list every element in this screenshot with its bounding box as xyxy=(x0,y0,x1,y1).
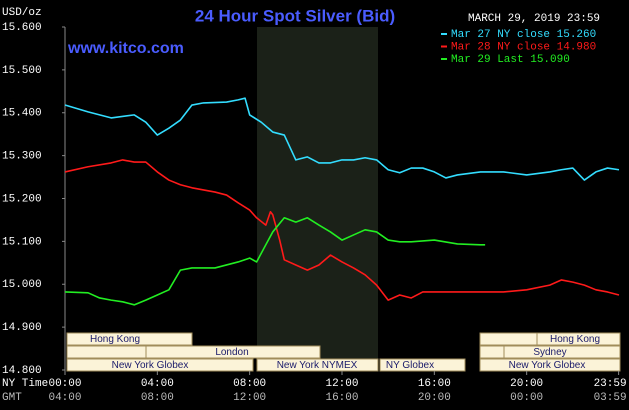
session-label: Hong Kong xyxy=(550,334,600,345)
series-line xyxy=(64,97,620,181)
x2-row-label: GMT xyxy=(2,392,22,404)
x2-tick-label: 12:00 xyxy=(233,392,266,404)
y-tick-label: 15.600 xyxy=(2,22,42,34)
y-tick-label: 15.100 xyxy=(2,236,42,248)
session-box xyxy=(379,358,466,372)
x2-tick-label: 16:00 xyxy=(325,392,358,404)
y-tick-label: 14.800 xyxy=(2,365,42,377)
y-tick-label: 14.900 xyxy=(2,322,42,334)
session-label: NY Globex xyxy=(386,360,434,371)
x2-tick-label: 04:00 xyxy=(48,392,81,404)
y-tick-label: 15.300 xyxy=(2,151,42,163)
y-tick-label: 15.200 xyxy=(2,193,42,205)
legend-label: Mar 29 Last 15.090 xyxy=(451,54,570,66)
legend-label: Mar 27 NY close 15.260 xyxy=(451,29,596,41)
source-link: www.kitco.com xyxy=(67,40,184,57)
x-tick-label: 20:00 xyxy=(510,378,543,390)
session-label: Hong Kong xyxy=(90,334,140,345)
y-tick-label: 15.400 xyxy=(2,108,42,120)
session-box xyxy=(66,358,254,372)
x2-tick-label: 20:00 xyxy=(418,392,451,404)
timestamp: MARCH 29, 2019 23:59 xyxy=(468,13,600,25)
x2-tick-label: 08:00 xyxy=(141,392,174,404)
session-label: New York Globex xyxy=(112,360,189,371)
chart-title: 24 Hour Spot Silver (Bid) xyxy=(195,6,395,25)
session-box xyxy=(503,345,621,359)
x-tick-label: 16:00 xyxy=(418,378,451,390)
session-box xyxy=(479,332,538,346)
session-box xyxy=(66,332,193,346)
x-tick-label: 08:00 xyxy=(233,378,266,390)
x-row-label: NY Time xyxy=(2,378,48,390)
session-label: New York NYMEX xyxy=(277,360,358,371)
legend-label: Mar 28 NY close 14.980 xyxy=(451,41,596,53)
session-bars: Hong Kong London New York Globex New Yor… xyxy=(66,332,621,372)
x2-tick-label: 00:00 xyxy=(510,392,543,404)
x2-tick-label: 03:59 xyxy=(594,392,627,404)
session-box xyxy=(145,345,321,359)
nymex-session-shade xyxy=(257,27,378,370)
series-line xyxy=(64,159,620,301)
series-line xyxy=(64,216,486,306)
session-label: London xyxy=(215,347,248,358)
y-tick-label: 15.500 xyxy=(2,65,42,77)
session-box xyxy=(536,332,621,346)
session-box xyxy=(66,345,147,359)
session-box xyxy=(479,358,621,372)
unit-label: USD/oz xyxy=(2,7,42,19)
session-label: Sydney xyxy=(533,347,566,358)
session-label: New York Globex xyxy=(509,360,586,371)
session-box xyxy=(256,358,379,372)
x-tick-label: 04:00 xyxy=(141,378,174,390)
x-tick-label: 00:00 xyxy=(48,378,81,390)
y-tick-label: 15.000 xyxy=(2,279,42,291)
x-tick-label: 23:59 xyxy=(594,378,627,390)
session-box xyxy=(479,345,505,359)
x-tick-label: 12:00 xyxy=(325,378,358,390)
